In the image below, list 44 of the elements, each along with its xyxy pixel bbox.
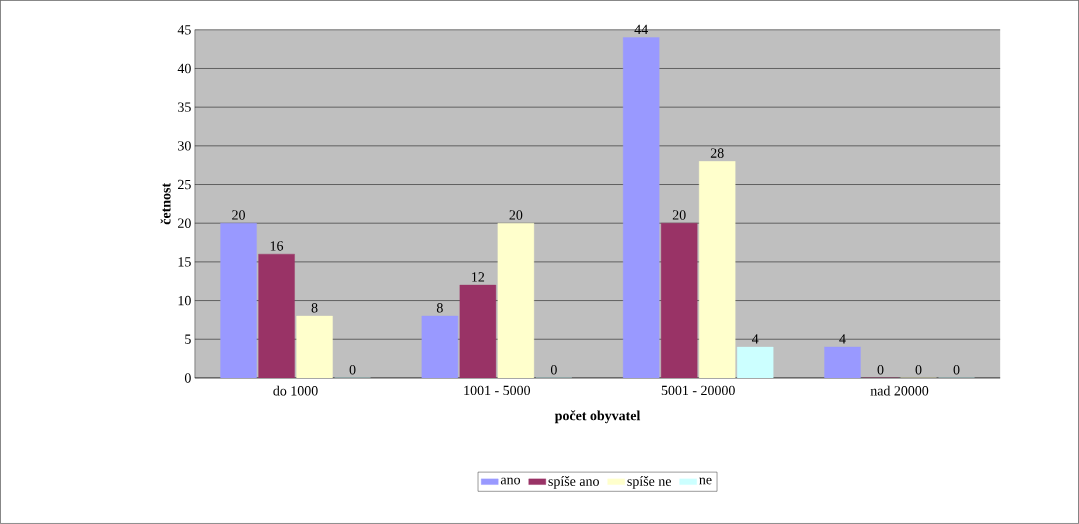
data-label: 0: [877, 365, 884, 375]
data-label: 0: [953, 365, 960, 375]
x-tick-label: 1001 - 5000: [464, 385, 531, 396]
bar: [296, 315, 333, 379]
data-label: 28: [710, 148, 724, 158]
y-tick-label: 15: [178, 257, 191, 267]
x-tick-label: nad 20000: [870, 385, 929, 396]
legend-label: ne: [699, 477, 712, 485]
legend-label: spíše ano: [548, 476, 599, 489]
data-label: 20: [232, 210, 245, 220]
bar: [698, 161, 736, 379]
y-tick-label: 40: [177, 63, 191, 74]
data-label: 4: [751, 334, 759, 344]
data-label: 8: [436, 303, 443, 313]
x-axis-title: počet obyvatel: [554, 410, 641, 424]
data-label: 8: [311, 303, 318, 313]
bar: [421, 315, 459, 379]
data-label: 16: [270, 241, 284, 251]
x-tick-label: do 1000: [273, 385, 318, 396]
legend-label: spíše ne: [627, 476, 671, 489]
bar: [220, 223, 257, 379]
bar: [737, 346, 774, 379]
y-tick-label: 20: [178, 218, 191, 229]
data-label: 4: [839, 334, 846, 344]
y-tick-label: 25: [178, 179, 191, 190]
y-tick-label: 45: [177, 25, 191, 35]
y-axis-title: četnost: [160, 183, 171, 225]
y-tick-label: 10: [178, 295, 191, 306]
data-label: 0: [915, 365, 922, 375]
bar: [622, 37, 660, 379]
y-tick-label: 5: [185, 334, 191, 344]
y-tick-label: 0: [184, 373, 191, 383]
legend-label: ano: [500, 477, 521, 485]
bar: [824, 346, 861, 379]
data-label: 12: [472, 272, 485, 282]
data-label: 0: [349, 365, 356, 375]
bar: [497, 223, 535, 379]
y-tick-label: 35: [178, 102, 191, 112]
y-tick-label: 30: [178, 141, 191, 151]
data-label: 20: [672, 210, 686, 220]
x-tick-label: 5001 - 20000: [661, 385, 735, 396]
data-label: 20: [509, 210, 523, 220]
data-label: 44: [634, 24, 648, 35]
data-label: 0: [550, 365, 557, 375]
